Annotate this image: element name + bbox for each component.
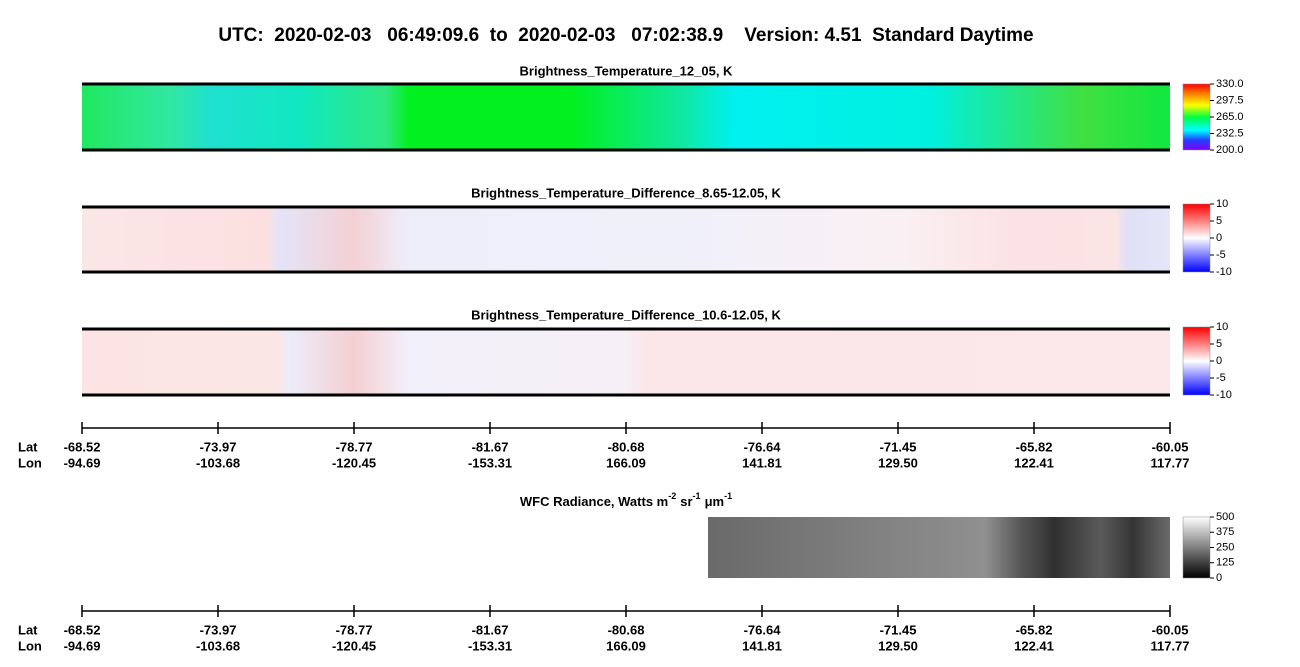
row-label: Lat bbox=[18, 622, 38, 637]
colorbar-tick-label: 5 bbox=[1216, 338, 1222, 350]
colorbar-tick-label: 10 bbox=[1216, 321, 1228, 333]
lon-label: 122.41 bbox=[1014, 638, 1054, 653]
colorbar bbox=[1182, 516, 1211, 579]
panel-title: Brightness_Temperature_Difference_8.65-1… bbox=[471, 185, 781, 200]
lat-label: -71.45 bbox=[880, 622, 917, 637]
lat-label: -60.05 bbox=[1152, 439, 1189, 454]
lon-label: 166.09 bbox=[606, 455, 646, 470]
colorbar-tick-label: 0 bbox=[1216, 572, 1222, 584]
lon-label: -153.31 bbox=[468, 638, 512, 653]
panel-borders bbox=[82, 82, 1170, 397]
colorbar bbox=[1182, 83, 1211, 151]
lat-label: -81.67 bbox=[472, 439, 509, 454]
colorbar-tick-label: 10 bbox=[1216, 198, 1228, 210]
lat-label: -78.77 bbox=[336, 439, 373, 454]
colorbar-tick-label: 200.0 bbox=[1216, 144, 1244, 156]
lat-label: -80.68 bbox=[608, 622, 645, 637]
colorbar bbox=[1182, 326, 1211, 396]
lat-label: -71.45 bbox=[880, 439, 917, 454]
colorbar-tick-label: 297.5 bbox=[1216, 94, 1244, 106]
panel-title: WFC Radiance, Watts m-2 sr-1 μm-1 bbox=[520, 491, 732, 509]
colorbar-tick-label: 265.0 bbox=[1216, 111, 1244, 123]
row-label: Lon bbox=[18, 455, 42, 470]
colorbar-tick-label: -10 bbox=[1216, 389, 1232, 401]
lat-label: -81.67 bbox=[472, 622, 509, 637]
superscript: -1 bbox=[693, 491, 701, 501]
lon-label: -94.69 bbox=[64, 455, 101, 470]
lat-label: -76.64 bbox=[744, 622, 782, 637]
panel-title: Brightness_Temperature_Difference_10.6-1… bbox=[471, 307, 781, 322]
lon-label: -103.68 bbox=[196, 638, 240, 653]
lat-label: -76.64 bbox=[744, 439, 782, 454]
colorbar-tick-label: 375 bbox=[1216, 526, 1234, 538]
lat-label: -78.77 bbox=[336, 622, 373, 637]
title-part: sr bbox=[680, 494, 692, 509]
lat-label: -65.82 bbox=[1016, 439, 1053, 454]
colorbar bbox=[1182, 203, 1211, 273]
lat-label: -73.97 bbox=[200, 622, 237, 637]
lon-label: 141.81 bbox=[742, 638, 782, 653]
colorbar-tick-label: -5 bbox=[1216, 249, 1226, 261]
lat-label: -80.68 bbox=[608, 439, 645, 454]
page-title: UTC: 2020-02-03 06:49:09.6 to 2020-02-03… bbox=[218, 25, 1033, 46]
lon-label: 122.41 bbox=[1014, 455, 1054, 470]
colorbar-tick-label: 5 bbox=[1216, 215, 1222, 227]
row-label: Lat bbox=[18, 439, 38, 454]
lon-label: 129.50 bbox=[878, 455, 918, 470]
lat-label: -73.97 bbox=[200, 439, 237, 454]
image-panel bbox=[82, 329, 1170, 395]
lon-label: 117.77 bbox=[1150, 455, 1189, 470]
colorbar-tick-label: 330.0 bbox=[1216, 78, 1244, 90]
colorbar-tick-label: 125 bbox=[1216, 557, 1234, 569]
title-part: μm bbox=[705, 494, 725, 509]
lat-label: -60.05 bbox=[1152, 622, 1189, 637]
superscript: -1 bbox=[724, 491, 732, 501]
lon-label: 117.77 bbox=[1150, 638, 1189, 653]
row-label: Lon bbox=[18, 638, 42, 653]
colorbar-tick-label: -10 bbox=[1216, 266, 1232, 278]
colorbar-tick-label: 250 bbox=[1216, 541, 1234, 553]
superscript: -2 bbox=[668, 491, 676, 501]
title-part: WFC Radiance, Watts m bbox=[520, 494, 668, 509]
image-panel bbox=[82, 207, 1170, 272]
lat-label: -68.52 bbox=[64, 622, 101, 637]
colorbar-tick-label: 500 bbox=[1216, 511, 1234, 523]
lon-label: -120.45 bbox=[332, 455, 376, 470]
colorbar-tick-label: -5 bbox=[1216, 372, 1226, 384]
lat-label: -65.82 bbox=[1016, 622, 1053, 637]
image-panel bbox=[82, 84, 1170, 150]
lon-label: 129.50 bbox=[878, 638, 918, 653]
lon-label: 141.81 bbox=[742, 455, 782, 470]
image-panel bbox=[708, 517, 1170, 578]
lon-label: -153.31 bbox=[468, 455, 512, 470]
lon-label: -120.45 bbox=[332, 638, 376, 653]
panel-title: Brightness_Temperature_12_05, K bbox=[520, 63, 734, 78]
colorbar-tick-label: 0 bbox=[1216, 355, 1222, 367]
lon-label: -103.68 bbox=[196, 455, 240, 470]
colorbar-tick-label: 0 bbox=[1216, 232, 1222, 244]
colorbar-tick-label: 232.5 bbox=[1216, 127, 1244, 139]
lat-label: -68.52 bbox=[64, 439, 101, 454]
lon-label: -94.69 bbox=[64, 638, 101, 653]
lon-label: 166.09 bbox=[606, 638, 646, 653]
